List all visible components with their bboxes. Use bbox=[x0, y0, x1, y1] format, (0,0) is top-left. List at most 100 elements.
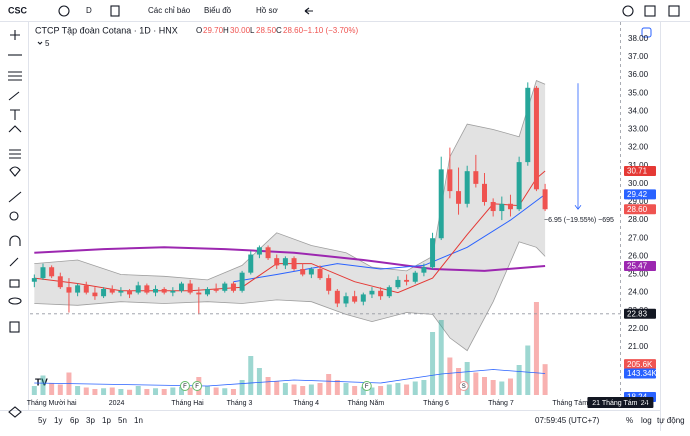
indicator-count[interactable]: 5 bbox=[45, 39, 50, 48]
measure-box bbox=[545, 214, 612, 226]
chart-type-button[interactable]: Biểu đồ bbox=[204, 6, 232, 15]
range-button[interactable]: 5n bbox=[118, 416, 127, 425]
price-marker-box bbox=[624, 204, 656, 215]
log-toggle[interactable]: log bbox=[641, 416, 652, 425]
volume-bar bbox=[274, 381, 280, 395]
volume-bar bbox=[343, 383, 349, 395]
compare-button[interactable] bbox=[58, 5, 70, 17]
candle-body bbox=[343, 296, 349, 304]
event-marker[interactable] bbox=[458, 381, 469, 391]
band-fill bbox=[34, 80, 546, 351]
candle-body bbox=[360, 294, 366, 302]
crosshair-y-label: 22.83 bbox=[627, 309, 648, 318]
volume-bar bbox=[135, 386, 141, 395]
event-marker[interactable] bbox=[361, 381, 372, 391]
x-tick-label: 2024 bbox=[109, 400, 125, 407]
percent-toggle[interactable]: % bbox=[626, 416, 633, 425]
zoom-tool[interactable] bbox=[9, 211, 19, 221]
candle-type-button[interactable] bbox=[110, 5, 120, 17]
volume-bar bbox=[499, 381, 505, 395]
candle-body bbox=[222, 283, 228, 291]
candle-body bbox=[533, 87, 539, 190]
event-marker[interactable] bbox=[192, 381, 203, 391]
x-tick-label: Tháng Mười hai bbox=[27, 400, 77, 407]
interval[interactable]: D bbox=[86, 6, 92, 15]
volume-bar bbox=[187, 387, 193, 395]
volume-bar bbox=[144, 389, 150, 395]
volume-bar bbox=[507, 378, 513, 395]
legend-open: 29.70 bbox=[203, 26, 224, 35]
crosshair-x-box bbox=[587, 397, 654, 408]
screenshot-button[interactable] bbox=[668, 5, 680, 17]
candle-body bbox=[31, 278, 37, 282]
pattern-tool[interactable] bbox=[8, 125, 22, 133]
objects-tool[interactable] bbox=[8, 406, 22, 418]
legend-low: 28.50 bbox=[256, 26, 277, 35]
indicator-line bbox=[34, 246, 546, 272]
brush-tool[interactable] bbox=[8, 91, 20, 101]
range-button[interactable]: 6p bbox=[70, 416, 79, 425]
range-button[interactable]: 5y bbox=[38, 416, 46, 425]
volume-marker-box bbox=[624, 359, 656, 370]
y-tick-label: 31.00 bbox=[628, 161, 649, 170]
candle-body bbox=[300, 269, 306, 275]
range-button[interactable]: 3p bbox=[86, 416, 95, 425]
event-marker[interactable] bbox=[179, 381, 190, 391]
hide-tool[interactable] bbox=[8, 297, 22, 305]
forecast-tool[interactable] bbox=[9, 149, 21, 159]
x-tick-label: Tháng 3 bbox=[227, 400, 253, 407]
y-tick-label: 30.00 bbox=[628, 179, 649, 188]
legend-o-label: O bbox=[196, 26, 202, 35]
delete-tool[interactable] bbox=[9, 321, 20, 333]
volume-bar bbox=[57, 384, 63, 395]
candle-body bbox=[482, 183, 487, 202]
range-button[interactable]: 1y bbox=[54, 416, 62, 425]
shape-tool[interactable] bbox=[9, 166, 21, 177]
candle-body bbox=[291, 258, 297, 270]
candle-body bbox=[473, 171, 479, 184]
legend-toggle[interactable] bbox=[37, 41, 43, 45]
y-tick-label: 38.00 bbox=[628, 34, 649, 43]
object-tree-button[interactable] bbox=[641, 27, 652, 38]
text-tool[interactable] bbox=[10, 109, 20, 120]
candle-body bbox=[265, 247, 271, 259]
lock-tool[interactable] bbox=[9, 279, 20, 288]
crosshair-tool[interactable] bbox=[10, 30, 20, 40]
range-button[interactable]: 1n bbox=[134, 416, 143, 425]
lock-draw-tool[interactable] bbox=[9, 257, 19, 267]
candle-body bbox=[421, 267, 427, 273]
candle-body bbox=[464, 171, 470, 204]
candle-body bbox=[196, 292, 202, 295]
volume-bar bbox=[248, 356, 254, 395]
fib-tool[interactable] bbox=[8, 71, 22, 81]
candle-body bbox=[230, 283, 236, 291]
legend-title: CTCP Tập đoàn Cotana · 1D · HNX bbox=[35, 25, 178, 35]
volume-marker-label: 143.34K bbox=[627, 369, 657, 378]
candle-body bbox=[378, 290, 384, 297]
y-tick-label: 27.00 bbox=[628, 233, 649, 242]
candle-body bbox=[369, 290, 375, 295]
undo-button[interactable] bbox=[304, 7, 313, 15]
volume-bar bbox=[456, 368, 462, 395]
volume-bar bbox=[282, 383, 288, 395]
volume-bar bbox=[40, 375, 46, 395]
fullscreen-button[interactable] bbox=[644, 5, 656, 17]
measure-tool[interactable] bbox=[8, 191, 22, 203]
volume-bar bbox=[83, 387, 89, 395]
range-button[interactable]: 1p bbox=[102, 416, 111, 425]
legend-high: 30.00 bbox=[230, 26, 251, 35]
auto-toggle[interactable]: tự động bbox=[657, 416, 685, 425]
volume-marker-box bbox=[624, 368, 656, 379]
volume-marker-label: 205.6K bbox=[627, 360, 653, 369]
y-tick-label: 37.00 bbox=[628, 52, 649, 61]
magnet-tool[interactable] bbox=[9, 235, 21, 246]
volume-bar bbox=[378, 386, 384, 395]
candle-body bbox=[456, 191, 462, 204]
profile-button[interactable]: Hồ sơ bbox=[256, 6, 278, 15]
settings-button[interactable] bbox=[622, 5, 634, 17]
candle-body bbox=[507, 203, 513, 210]
indicators-button[interactable]: Các chỉ báo bbox=[148, 6, 191, 15]
symbol[interactable]: CSC bbox=[8, 5, 28, 15]
axis-settings[interactable] bbox=[639, 399, 647, 407]
